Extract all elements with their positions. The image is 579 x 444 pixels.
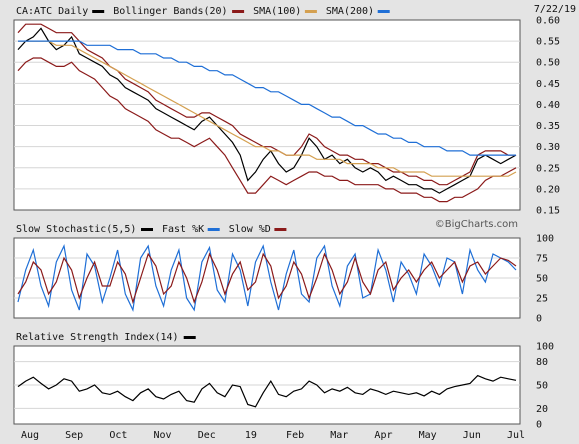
stochastic-series-group: [17, 244, 517, 313]
x-axis-label-7: Mar: [330, 430, 348, 441]
rsi-y-tick-labels: 100 80 50 20 0: [536, 342, 554, 431]
rsi-series-line-0: [17, 374, 517, 408]
rsi-y-tick-label: 0: [536, 420, 542, 431]
price-series-line-4: [18, 40, 516, 156]
rsi-panel: 100 80 50 20 0 Relative Strength Index(14): [13, 332, 554, 431]
stochastic-legend: Slow Stochastic(5,5) Fast %K Slow %D: [16, 224, 287, 235]
price-y-tick-label: 0.55: [536, 37, 560, 48]
price-legend-swatch-0: [92, 10, 105, 13]
x-axis-label-11: Jul: [507, 430, 525, 441]
price-series-group: [17, 23, 517, 203]
stoch-y-tick-label: 50: [536, 274, 548, 285]
price-y-tick-label: 0.15: [536, 206, 560, 217]
stoch-y-tick-label: 100: [536, 234, 554, 245]
price-legend-swatch-2: [304, 10, 317, 13]
price-y-tick-label: 0.60: [536, 16, 560, 27]
rsi-legend-swatch-0: [183, 336, 196, 339]
stoch-series-line-0: [17, 244, 517, 313]
x-axis-label-3: Nov: [154, 430, 172, 441]
price-y-tick-label: 0.45: [536, 79, 560, 90]
stoch-y-tick-label: 75: [536, 254, 548, 265]
price-legend-label-3: SMA(200): [326, 6, 374, 17]
stoch-series-line-1: [17, 252, 517, 305]
x-axis-label-5: 19: [245, 430, 257, 441]
price-y-tick-label: 0.20: [536, 184, 560, 195]
price-legend: CA:ATC Daily Bollinger Bands(20) SMA(100) S…: [16, 6, 390, 17]
stoch-legend-label-2: Slow %D: [229, 224, 271, 235]
price-legend-label-0: CA:ATC Daily: [16, 6, 88, 17]
stoch-legend-swatch-2: [274, 228, 287, 231]
x-axis-month-labels: Aug Sep Oct Nov Dec 19 Feb Mar Apr May Jun Jul: [21, 430, 525, 441]
price-legend-label-1: Bollinger Bands(20): [113, 6, 227, 17]
rsi-y-tick-label: 100: [536, 342, 554, 353]
stochastic-gridlines: [14, 257, 520, 299]
chart-date: 7/22/19: [534, 4, 576, 15]
x-axis-label-9: May: [419, 430, 437, 441]
rsi-y-tick-label: 50: [536, 381, 548, 392]
stoch-legend-label-1: Fast %K: [162, 224, 204, 235]
rsi-y-tick-label: 80: [536, 357, 548, 368]
x-axis-label-8: Apr: [374, 430, 392, 441]
x-axis-label-2: Oct: [109, 430, 127, 441]
price-legend-label-2: SMA(100): [253, 6, 301, 17]
stoch-legend-swatch-0: [141, 228, 153, 231]
stoch-legend-swatch-1: [207, 228, 220, 231]
x-axis-label-6: Feb: [286, 430, 304, 441]
stochastic-y-tick-labels: 100 75 50 25 0: [536, 234, 554, 325]
price-series-line-3: [18, 40, 517, 177]
price-y-tick-label: 0.40: [536, 100, 560, 111]
stoch-legend-label-0: Slow Stochastic(5,5): [16, 224, 136, 235]
price-series-line-2: [17, 57, 517, 203]
price-y-tick-label: 0.25: [536, 163, 560, 174]
watermark: ©BigCharts.com: [435, 219, 518, 230]
price-y-tick-label: 0.50: [536, 58, 560, 69]
stoch-y-tick-label: 0: [536, 314, 542, 325]
price-y-tick-label: 0.30: [536, 142, 560, 153]
price-panel: 0.60 0.55 0.50 0.45 0.40 0.35 0.30 0.25 0.20 0.15…: [13, 4, 576, 230]
rsi-legend: Relative Strength Index(14): [16, 332, 196, 343]
rsi-gridlines: [14, 361, 520, 409]
price-series-line-0: [17, 27, 517, 194]
price-series-line-1: [17, 23, 516, 186]
stoch-y-tick-label: 25: [536, 294, 548, 305]
price-plot-area: [13, 19, 521, 211]
x-axis-label-0: Aug: [21, 430, 39, 441]
rsi-y-tick-label: 20: [536, 404, 548, 415]
price-y-tick-labels: 0.60 0.55 0.50 0.45 0.40 0.35 0.30 0.25 0.20 0.15: [536, 16, 560, 217]
price-y-tick-label: 0.35: [536, 121, 560, 132]
rsi-series-group: [17, 374, 517, 408]
x-axis-label-4: Dec: [198, 430, 216, 441]
x-axis-label-10: Jun: [463, 430, 481, 441]
price-legend-swatch-3: [377, 10, 390, 13]
price-legend-swatch-1: [232, 10, 245, 13]
rsi-legend-label-0: Relative Strength Index(14): [16, 332, 179, 343]
x-axis-label-1: Sep: [65, 430, 83, 441]
